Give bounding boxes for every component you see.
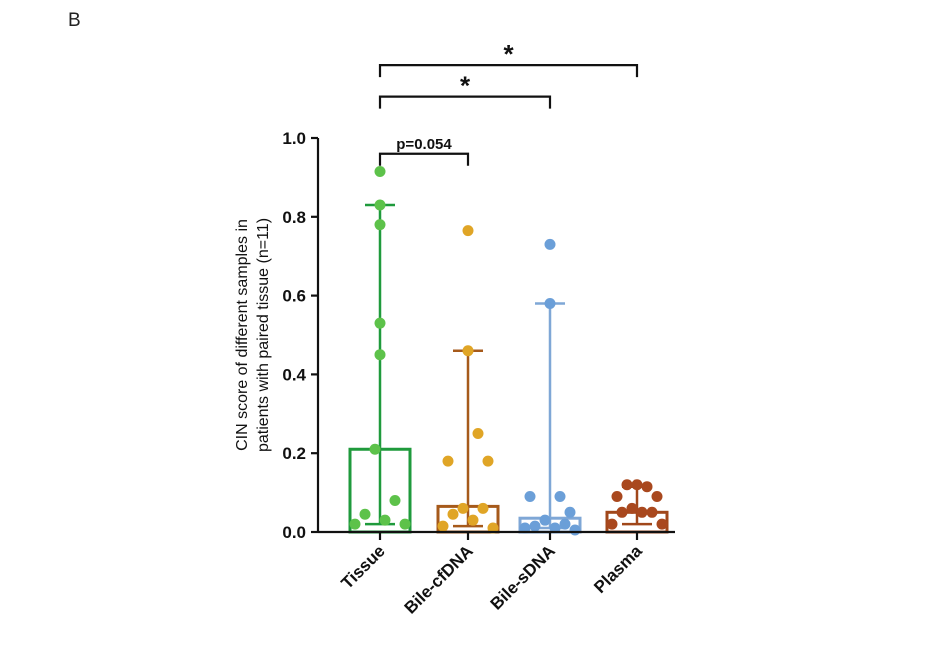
significance-label: p=0.054 bbox=[396, 136, 452, 153]
data-point bbox=[487, 522, 499, 534]
data-point bbox=[616, 506, 628, 518]
data-point bbox=[447, 508, 459, 520]
significance-label: * bbox=[460, 71, 471, 101]
y-tick-label: 0.8 bbox=[282, 208, 306, 227]
data-point bbox=[399, 518, 411, 530]
data-point bbox=[549, 522, 561, 534]
data-point bbox=[524, 491, 536, 503]
data-point bbox=[442, 455, 454, 467]
data-point bbox=[462, 225, 474, 237]
error-bars bbox=[365, 203, 652, 530]
y-axis: 0.0 0.2 0.4 0.6 0.8 1.0 bbox=[282, 129, 320, 542]
data-point bbox=[621, 479, 633, 491]
data-point bbox=[606, 518, 618, 530]
data-point bbox=[482, 455, 494, 467]
y-tick-label: 0.2 bbox=[282, 444, 306, 463]
y-tick-label: 1.0 bbox=[282, 129, 306, 148]
data-point bbox=[544, 238, 556, 250]
y-tick-label: 0.0 bbox=[282, 523, 306, 542]
y-tick-label: 0.4 bbox=[282, 365, 306, 384]
x-category-label: Bile-cfDNA bbox=[401, 541, 477, 617]
data-point bbox=[379, 514, 391, 526]
data-points bbox=[349, 165, 668, 536]
significance-bracket bbox=[378, 64, 639, 78]
data-point bbox=[564, 506, 576, 518]
data-point bbox=[359, 508, 371, 520]
data-point bbox=[374, 199, 386, 211]
y-axis-label-line-2: patients with paired tissue (n=11) bbox=[255, 218, 272, 452]
data-point bbox=[539, 514, 551, 526]
data-point bbox=[374, 165, 386, 177]
data-point bbox=[519, 522, 531, 534]
y-tick-label: 0.6 bbox=[282, 287, 306, 306]
y-axis-label-line-1: CIN score of different samples in bbox=[234, 219, 251, 451]
data-point bbox=[626, 502, 638, 514]
data-point bbox=[569, 524, 581, 536]
data-point bbox=[559, 518, 571, 530]
x-category-label: Bile-sDNA bbox=[487, 541, 559, 613]
data-point bbox=[389, 494, 401, 506]
data-point bbox=[349, 518, 361, 530]
data-point bbox=[467, 514, 479, 526]
data-point bbox=[477, 502, 489, 514]
data-point bbox=[374, 219, 386, 231]
x-axis: Tissue Bile-cfDNA Bile-sDNA Plasma bbox=[318, 530, 675, 618]
data-point bbox=[457, 502, 469, 514]
bars bbox=[348, 447, 669, 534]
data-point bbox=[374, 349, 386, 361]
panel-label: B bbox=[68, 10, 81, 31]
significance-brackets: p=0.054 * * bbox=[378, 39, 639, 166]
data-point bbox=[636, 506, 648, 518]
data-point bbox=[529, 520, 541, 532]
data-point bbox=[544, 297, 556, 309]
data-point bbox=[369, 443, 381, 455]
data-point bbox=[374, 317, 386, 329]
data-point bbox=[472, 428, 484, 439]
data-point bbox=[646, 506, 658, 518]
significance-label: * bbox=[503, 39, 514, 69]
data-point bbox=[437, 520, 449, 532]
x-category-label: Tissue bbox=[338, 541, 389, 592]
data-point bbox=[631, 479, 643, 491]
data-point bbox=[656, 518, 668, 530]
data-point bbox=[462, 345, 474, 357]
x-category-label: Plasma bbox=[590, 541, 646, 597]
data-point bbox=[641, 481, 653, 493]
significance-bracket bbox=[378, 95, 552, 109]
significance-bracket bbox=[378, 152, 470, 166]
data-point bbox=[651, 491, 663, 503]
data-point bbox=[611, 491, 623, 503]
data-point bbox=[554, 491, 566, 503]
